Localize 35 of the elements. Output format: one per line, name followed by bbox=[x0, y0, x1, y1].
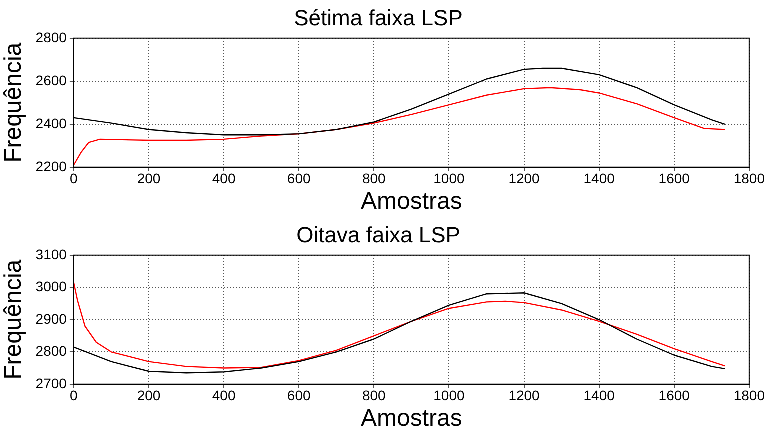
y-tick-label: 2800 bbox=[36, 29, 68, 46]
x-axis-title: Amostras bbox=[361, 188, 462, 216]
y-axis-title: Frequência bbox=[0, 42, 28, 163]
chart-title: Oitava faixa LSP bbox=[296, 222, 460, 248]
x-tick-label: 1800 bbox=[734, 388, 765, 404]
x-tick-label: 1400 bbox=[584, 388, 616, 404]
x-tick-label: 1200 bbox=[508, 170, 540, 187]
x-tick-label: 800 bbox=[362, 388, 386, 404]
x-tick-label: 400 bbox=[212, 388, 236, 404]
x-tick-label: 600 bbox=[287, 170, 311, 187]
y-tick-label: 3000 bbox=[36, 278, 68, 295]
y-tick-label: 2400 bbox=[36, 115, 68, 132]
x-tick-label: 1000 bbox=[434, 388, 465, 404]
x-tick-label: 1000 bbox=[434, 170, 465, 187]
y-tick-label: 2200 bbox=[36, 158, 68, 174]
x-tick-label: 600 bbox=[287, 388, 311, 404]
x-tick-label: 200 bbox=[137, 388, 161, 404]
y-tick-label: 2900 bbox=[36, 310, 68, 327]
y-tick-label: 2600 bbox=[36, 72, 68, 88]
x-tick-label: 800 bbox=[362, 170, 386, 187]
x-tick-label: 0 bbox=[70, 170, 78, 187]
x-tick-label: 1600 bbox=[658, 388, 690, 404]
y-tick-label: 2700 bbox=[36, 375, 68, 392]
x-tick-label: 400 bbox=[212, 170, 236, 187]
x-tick-label: 1600 bbox=[658, 170, 690, 187]
x-tick-label: 1200 bbox=[508, 388, 540, 404]
y-tick-label: 3100 bbox=[36, 246, 68, 262]
y-axis-title: Frequência bbox=[0, 259, 28, 380]
x-axis-title: Amostras bbox=[361, 405, 462, 432]
x-tick-label: 0 bbox=[70, 388, 78, 404]
x-tick-label: 1800 bbox=[734, 170, 765, 187]
x-tick-label: 1400 bbox=[584, 170, 616, 187]
x-tick-label: 200 bbox=[137, 170, 161, 187]
y-tick-label: 2800 bbox=[36, 343, 68, 360]
chart-title: Sétima faixa LSP bbox=[294, 5, 463, 30]
